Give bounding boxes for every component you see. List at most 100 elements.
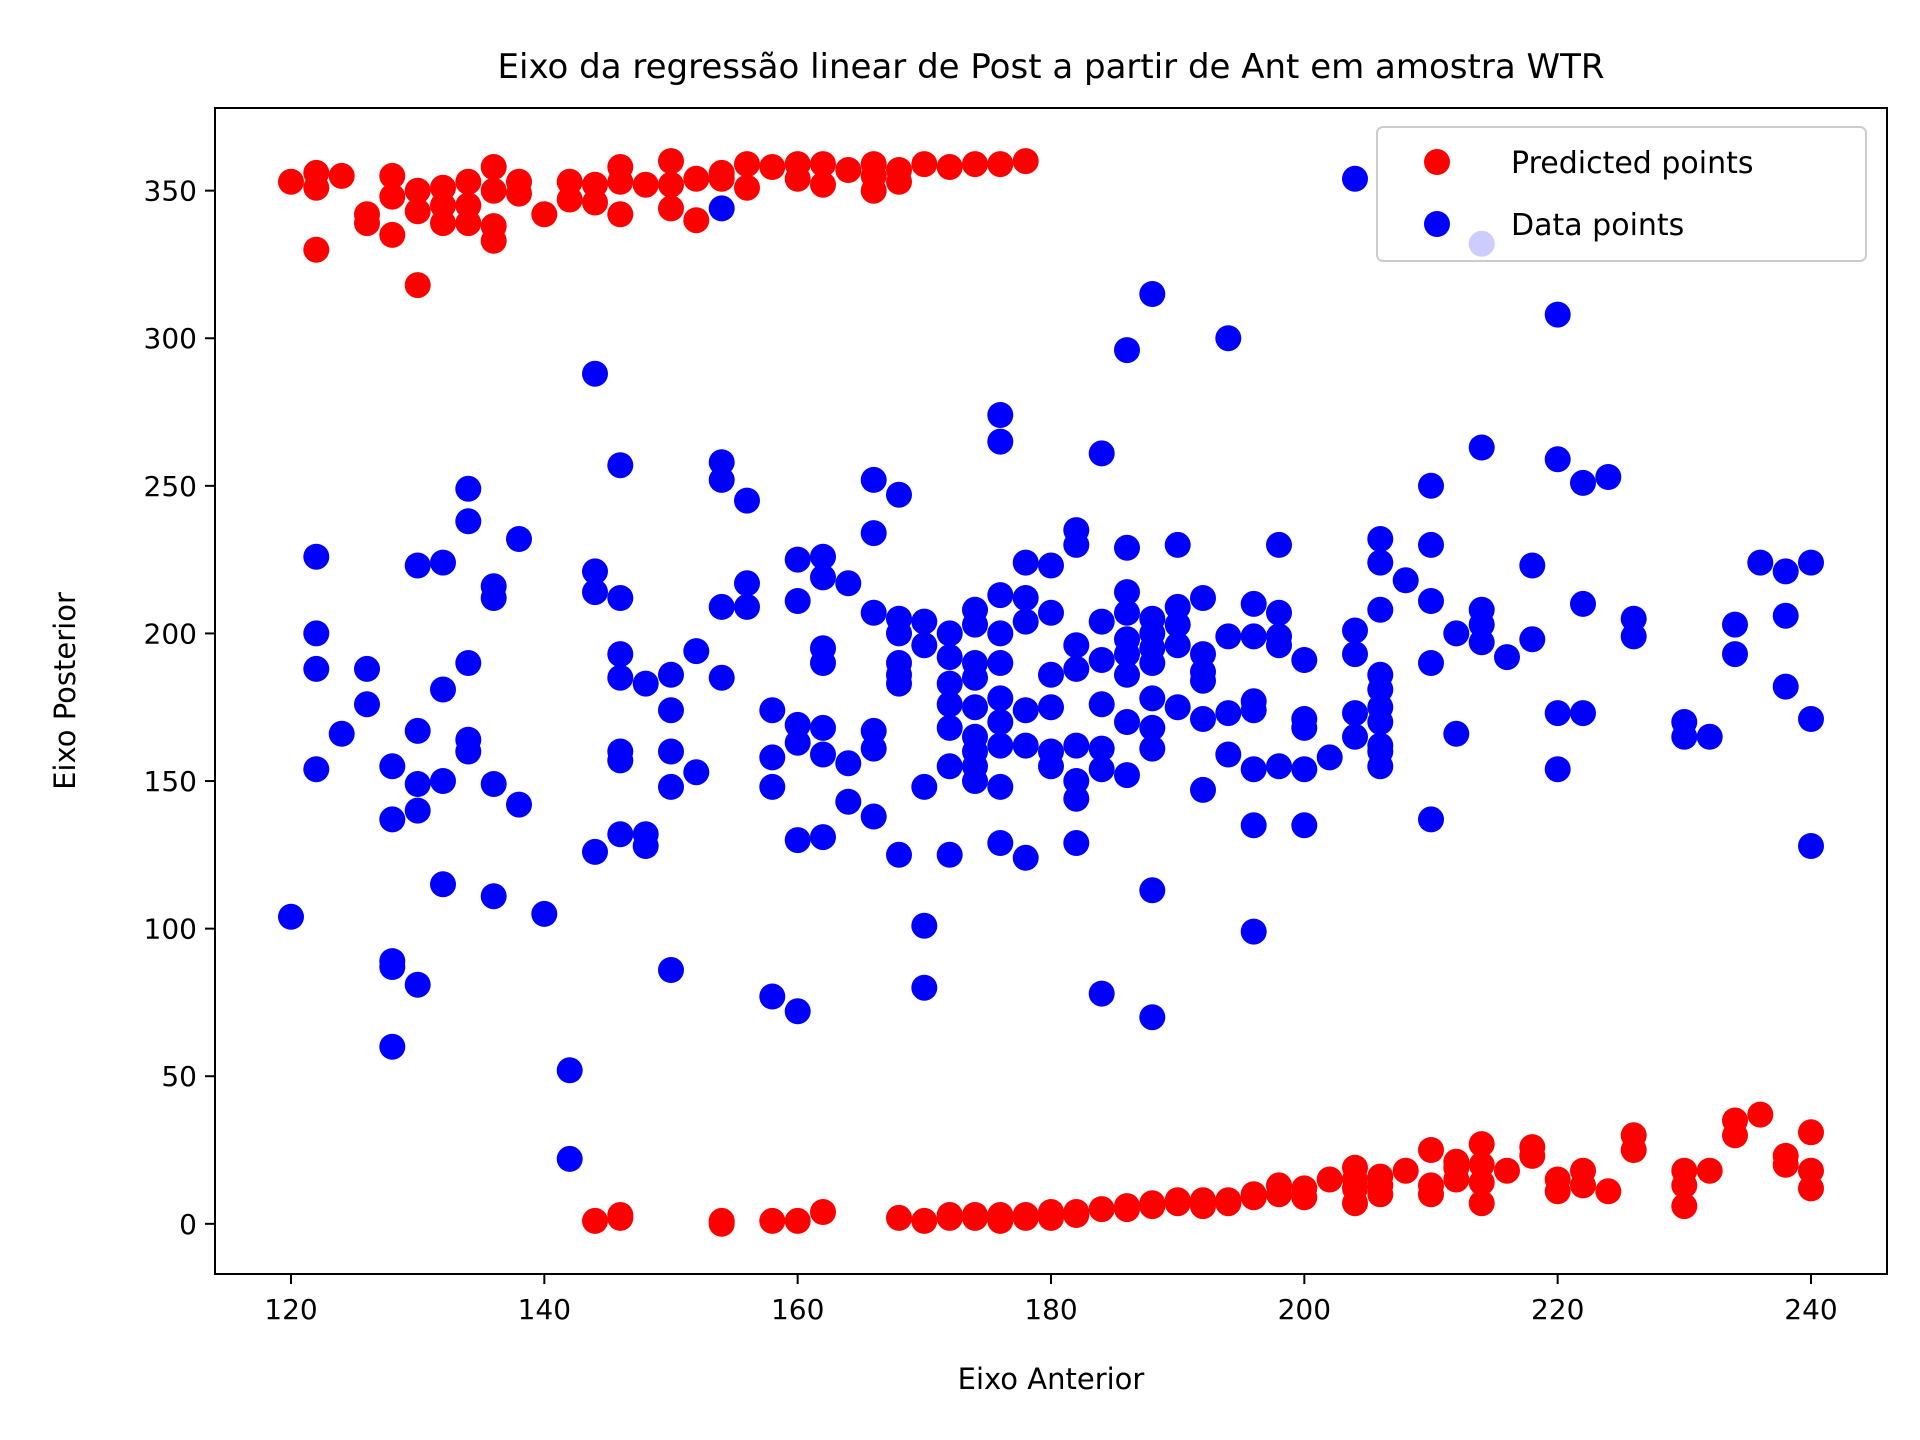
x-tick-label: 120 — [264, 1293, 317, 1326]
predicted-point — [1519, 1134, 1546, 1161]
predicted-point — [607, 201, 634, 228]
data-point — [607, 641, 634, 668]
series-data-points — [278, 165, 1824, 1172]
data-point — [1240, 756, 1267, 783]
data-point — [455, 738, 482, 765]
data-point — [810, 741, 836, 768]
x-axis-label: Eixo Anterior — [958, 1362, 1145, 1396]
predicted-point — [734, 174, 760, 201]
data-point — [1519, 626, 1546, 653]
predicted-point — [1316, 1166, 1343, 1193]
data-point — [708, 466, 735, 493]
y-tick-label: 100 — [144, 913, 197, 946]
x-tick-label: 180 — [1024, 1293, 1077, 1326]
data-point — [1291, 714, 1318, 741]
data-point — [936, 714, 963, 741]
data-point — [987, 732, 1014, 759]
data-point — [1570, 700, 1596, 727]
data-point — [987, 709, 1014, 735]
data-point — [1342, 165, 1368, 192]
data-point — [936, 753, 963, 780]
predicted-point — [379, 183, 406, 210]
data-point — [683, 759, 710, 786]
x-tick-label: 200 — [1278, 1293, 1331, 1326]
data-point — [835, 750, 862, 777]
predicted-point — [1595, 1178, 1622, 1205]
data-point — [784, 711, 811, 738]
predicted-point — [708, 1210, 735, 1237]
data-point — [582, 558, 608, 585]
data-point — [1392, 567, 1419, 594]
predicted-point — [860, 177, 887, 204]
predicted-point — [962, 151, 988, 178]
predicted-point — [1392, 1157, 1419, 1184]
predicted-point — [582, 189, 608, 216]
data-point — [1114, 641, 1140, 668]
data-point — [430, 768, 456, 794]
data-point — [1139, 281, 1166, 307]
data-point — [860, 599, 887, 626]
data-point — [379, 954, 406, 980]
data-point — [1190, 776, 1216, 803]
data-point — [303, 655, 330, 682]
data-point — [886, 841, 912, 868]
predicted-point — [303, 236, 330, 263]
data-point — [708, 195, 735, 222]
data-point — [1063, 830, 1090, 856]
data-point — [1722, 641, 1748, 668]
data-point — [987, 830, 1014, 856]
data-point — [1088, 440, 1115, 467]
data-point — [1418, 472, 1444, 499]
predicted-point — [1240, 1181, 1267, 1208]
predicted-point — [1494, 1157, 1520, 1184]
data-point — [860, 466, 887, 493]
data-point — [1038, 552, 1064, 579]
data-point — [1012, 608, 1039, 635]
data-point — [556, 1145, 583, 1172]
data-point — [1544, 756, 1571, 783]
predicted-point — [404, 198, 431, 225]
data-point — [1266, 632, 1292, 659]
predicted-point — [1418, 1172, 1444, 1199]
y-tick-label: 150 — [144, 765, 197, 798]
data-point — [1190, 585, 1216, 611]
data-point — [1747, 549, 1774, 576]
predicted-point — [886, 1204, 912, 1231]
data-point — [1367, 709, 1394, 735]
data-point — [759, 773, 786, 800]
data-point — [1164, 611, 1191, 638]
data-point — [1038, 753, 1064, 780]
data-point — [1519, 552, 1546, 579]
predicted-point — [506, 180, 532, 207]
data-point — [480, 585, 507, 611]
predicted-point — [1722, 1107, 1748, 1134]
data-point — [1088, 691, 1115, 718]
data-point — [379, 753, 406, 780]
predicted-point — [1468, 1190, 1495, 1217]
predicted-point — [455, 168, 482, 195]
predicted-point — [810, 1199, 836, 1225]
data-point — [708, 593, 735, 620]
data-point — [860, 735, 887, 762]
data-point — [708, 664, 735, 691]
data-point — [962, 768, 988, 794]
data-point — [1215, 623, 1242, 650]
data-point — [607, 585, 634, 611]
data-point — [987, 650, 1014, 676]
data-point — [1798, 706, 1824, 732]
predicted-point — [607, 168, 634, 195]
data-point — [1266, 531, 1292, 558]
data-point — [987, 582, 1014, 609]
data-point — [1190, 706, 1216, 732]
data-point — [1164, 632, 1191, 659]
y-tick-label: 300 — [144, 322, 197, 355]
data-point — [1367, 526, 1394, 552]
data-point — [1012, 549, 1039, 576]
data-point — [1088, 647, 1115, 673]
data-point — [1367, 596, 1394, 623]
predicted-point — [658, 148, 684, 175]
predicted-point — [962, 1202, 988, 1228]
predicted-point — [303, 174, 330, 201]
predicted-point — [1570, 1157, 1596, 1184]
